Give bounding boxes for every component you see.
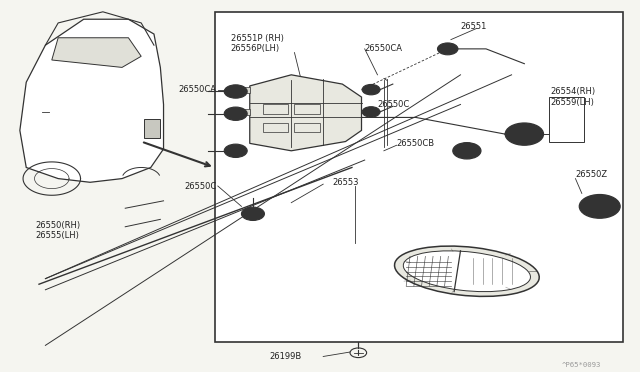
Circle shape	[505, 123, 543, 145]
Circle shape	[586, 198, 614, 215]
Text: 26551: 26551	[461, 22, 487, 31]
Circle shape	[224, 107, 247, 121]
Text: 26550C: 26550C	[378, 100, 410, 109]
Circle shape	[224, 144, 247, 157]
Circle shape	[438, 43, 458, 55]
Ellipse shape	[403, 251, 531, 292]
Text: 26550CB: 26550CB	[397, 139, 435, 148]
Polygon shape	[20, 19, 164, 182]
Bar	[262, 123, 288, 132]
Bar	[214, 12, 623, 341]
Text: 26551P (RH)
26556P(LH): 26551P (RH) 26556P(LH)	[230, 33, 284, 53]
Circle shape	[453, 142, 481, 159]
Circle shape	[516, 130, 532, 138]
Text: 26554(RH)
26559(LH): 26554(RH) 26559(LH)	[550, 87, 595, 107]
Circle shape	[461, 148, 472, 154]
Text: 26550CA: 26550CA	[179, 85, 216, 94]
Text: 26550(RH)
26555(LH): 26550(RH) 26555(LH)	[36, 221, 81, 240]
Polygon shape	[52, 38, 141, 67]
Circle shape	[241, 207, 264, 221]
Text: 26550CA: 26550CA	[365, 44, 403, 53]
Circle shape	[362, 84, 380, 95]
Text: 26550Z: 26550Z	[575, 170, 607, 179]
Text: 26553: 26553	[333, 178, 359, 187]
Bar	[145, 119, 161, 138]
Circle shape	[511, 126, 538, 142]
Text: ^P65*0093: ^P65*0093	[562, 362, 601, 368]
Bar	[240, 109, 250, 115]
Circle shape	[579, 195, 620, 218]
Polygon shape	[250, 75, 362, 151]
Circle shape	[457, 145, 477, 157]
Circle shape	[596, 204, 604, 209]
Ellipse shape	[394, 246, 540, 296]
Bar	[548, 97, 584, 141]
Circle shape	[224, 85, 247, 98]
Circle shape	[465, 149, 469, 152]
Circle shape	[521, 132, 528, 136]
Text: 26550C: 26550C	[184, 182, 216, 190]
Bar	[294, 123, 320, 132]
Text: 26199B: 26199B	[269, 352, 301, 361]
Circle shape	[591, 202, 608, 211]
Bar	[294, 105, 320, 114]
Circle shape	[362, 107, 380, 117]
Bar	[240, 87, 250, 93]
Bar	[262, 105, 288, 114]
